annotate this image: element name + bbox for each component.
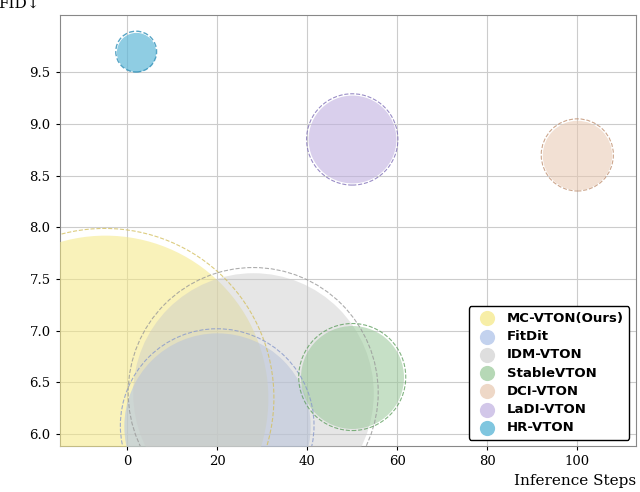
- Point: [212, 422, 222, 430]
- Point: [572, 151, 582, 159]
- Y-axis label: FID↓: FID↓: [0, 0, 40, 11]
- Point: [131, 48, 141, 56]
- Point: [131, 48, 141, 56]
- Point: [100, 394, 110, 401]
- Point: [248, 389, 259, 397]
- Point: [347, 373, 357, 381]
- Point: [347, 373, 357, 381]
- Point: [347, 135, 357, 143]
- Point: [572, 151, 582, 159]
- Point: [212, 422, 222, 430]
- Legend: MC-VTON(Ours), FitDit, IDM-VTON, StableVTON, DCI-VTON, LaDI-VTON, HR-VTON: MC-VTON(Ours), FitDit, IDM-VTON, StableV…: [468, 307, 629, 440]
- Point: [100, 394, 110, 401]
- X-axis label: Inference Steps: Inference Steps: [514, 474, 636, 488]
- Point: [248, 389, 259, 397]
- Point: [347, 135, 357, 143]
